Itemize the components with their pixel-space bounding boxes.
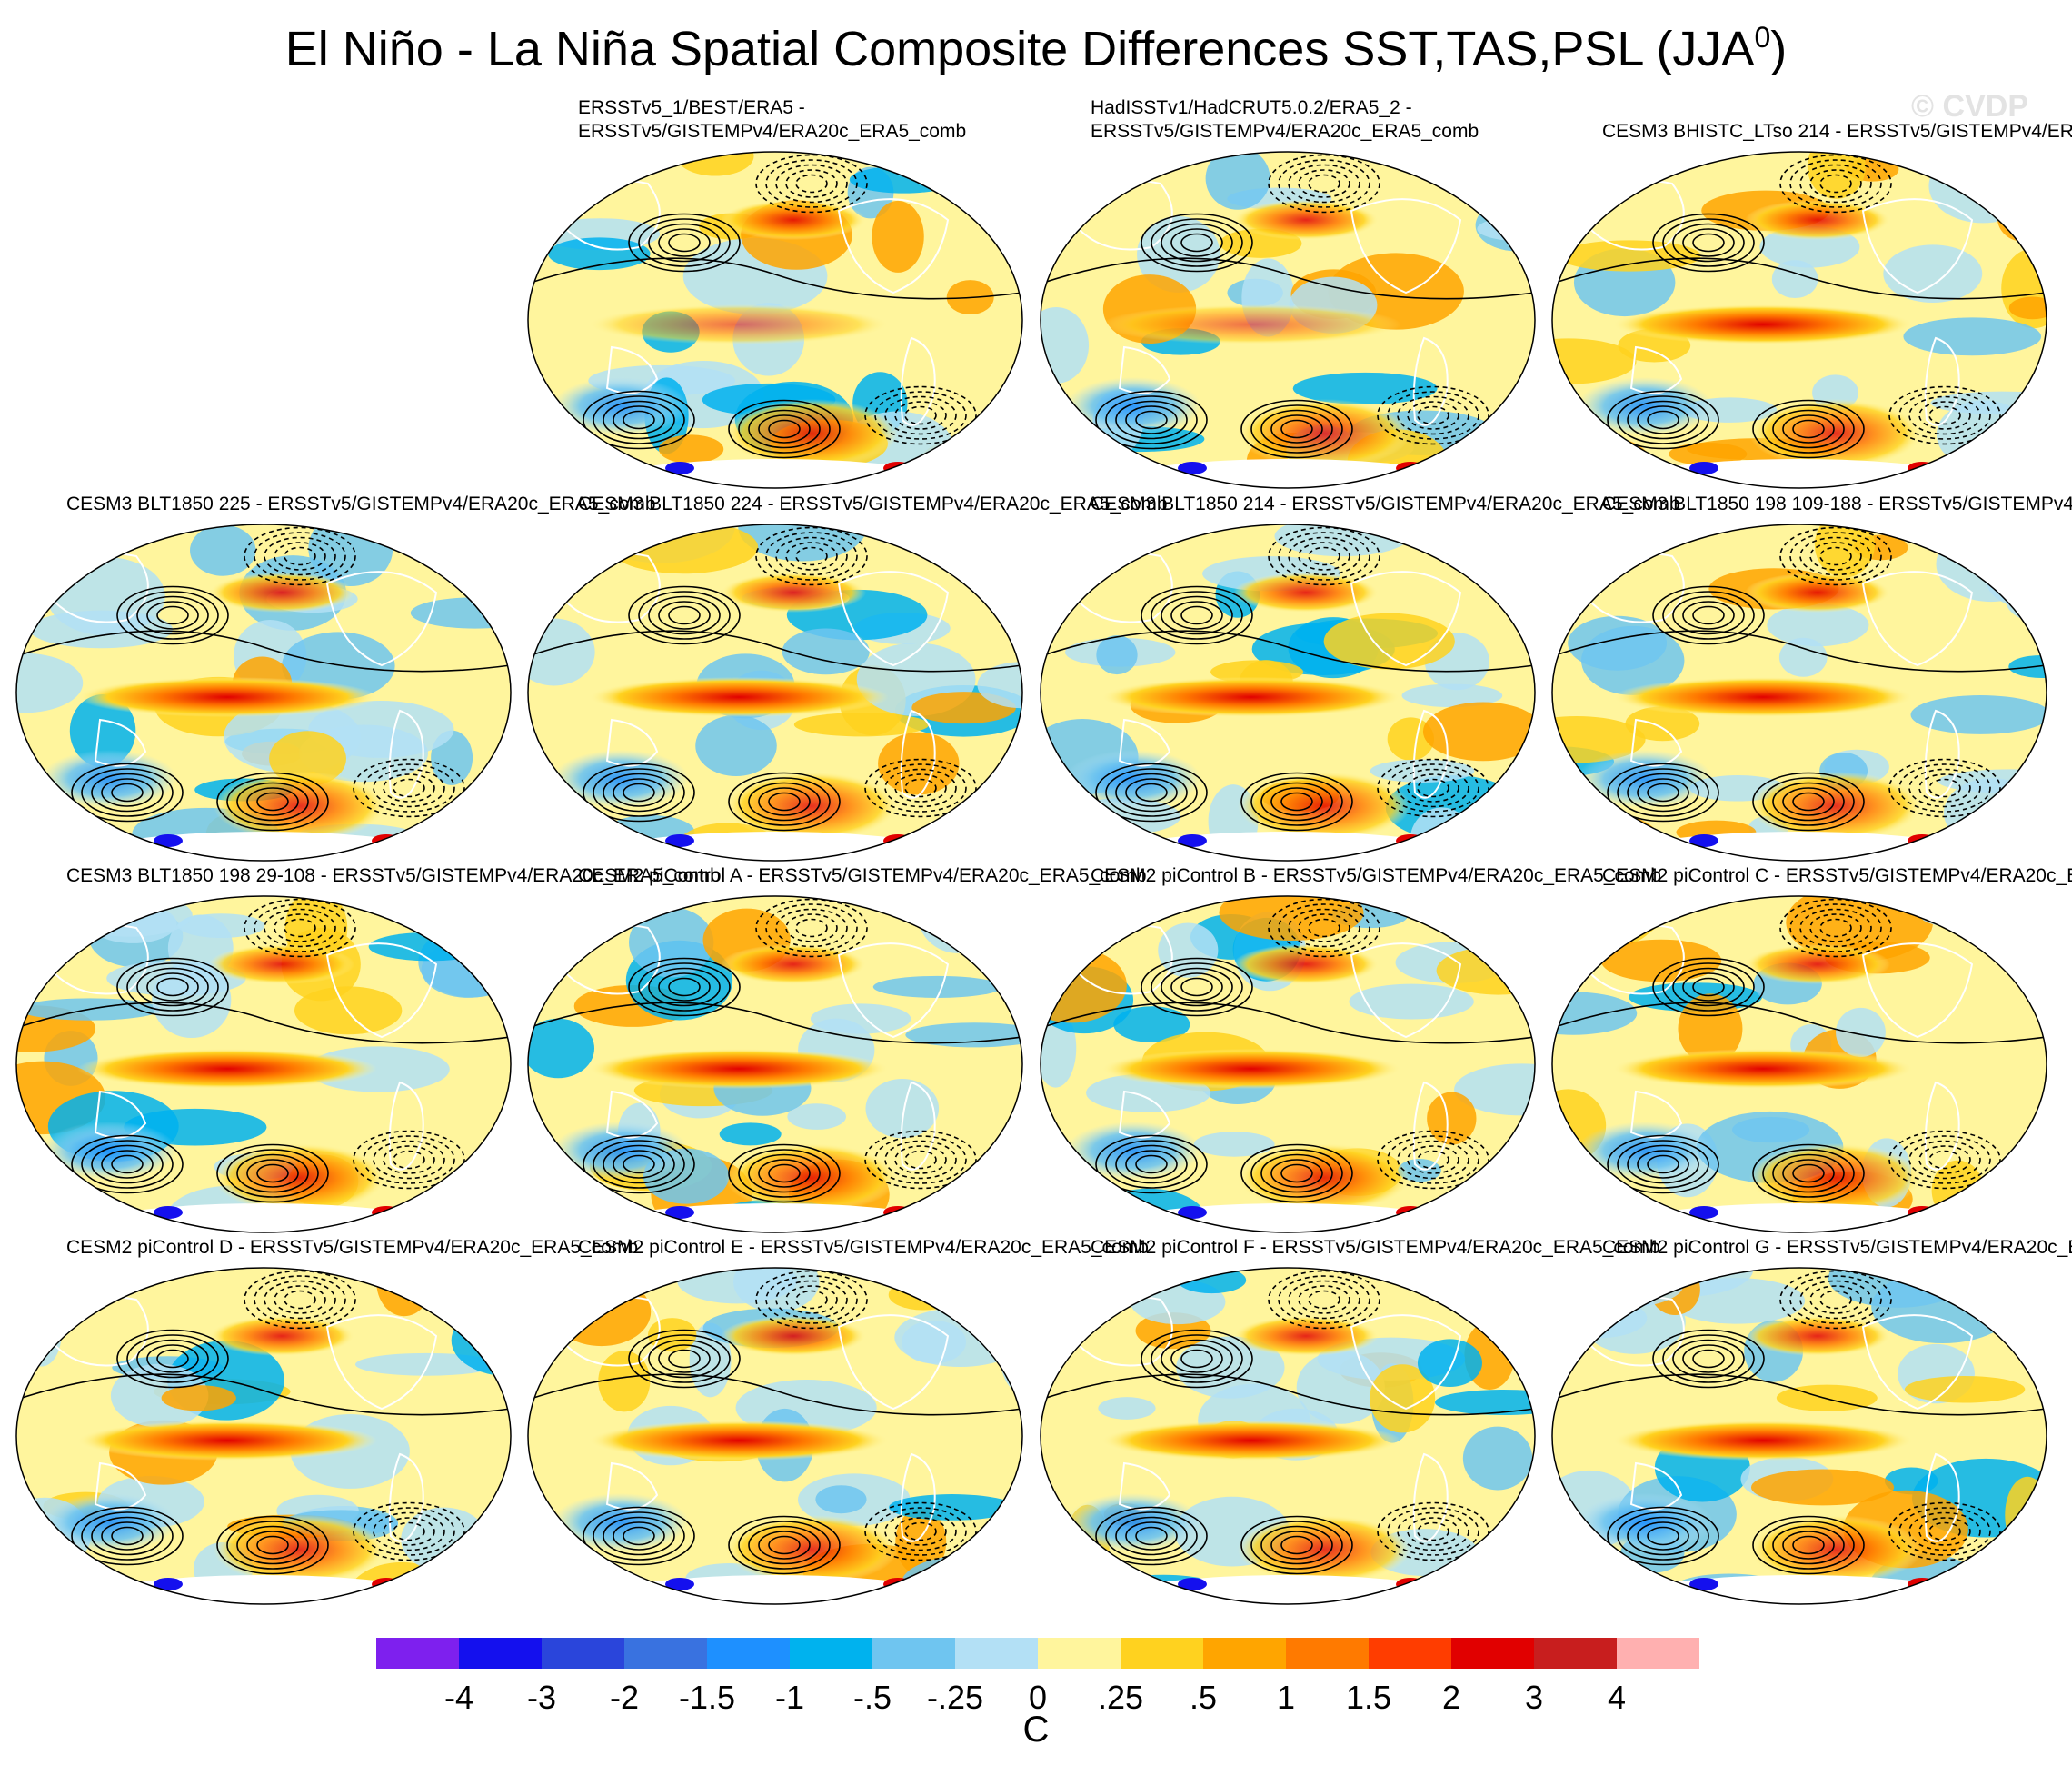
map-field: [1041, 896, 1535, 1232]
colorbar-tick-label: 1.5: [1346, 1679, 1391, 1716]
map-boundary: [1551, 1267, 2047, 1605]
colorbar-tick-label: 0: [1029, 1679, 1047, 1716]
map-panel: CESM2 piControl C - ERSSTv5/GISTEMPv4/ER…: [1551, 865, 2072, 1233]
colorbar-box: [624, 1638, 707, 1669]
panel-title: CESM2 piControl B - ERSSTv5/GISTEMPv4/ER…: [1091, 865, 1661, 886]
colorbar-box: [459, 1638, 542, 1669]
panel-title: HadISSTv1/HadCRUT5.0.2/ERA5_2 -: [1091, 97, 1412, 118]
map-boundary: [1551, 524, 2047, 862]
colorbar-box: [790, 1638, 872, 1669]
colorbar-box: [1617, 1638, 1699, 1669]
panel-title: CESM3 BLT1850 198 109-188 - ERSSTv5/GIST…: [1602, 494, 2072, 514]
colorbar-box: [707, 1638, 790, 1669]
map-boundary: [15, 895, 512, 1233]
colorbar-tick-label: 4: [1608, 1679, 1626, 1716]
map-boundary: [527, 151, 1023, 489]
map-panel: CESM3 BHISTC_LTso 214 - ERSSTv5/GISTEMPv…: [1551, 121, 2072, 489]
map-panel: CESM2 piControl G - ERSSTv5/GISTEMPv4/ER…: [1551, 1237, 2072, 1605]
map-field: [1552, 896, 2047, 1232]
panel-title: CESM3 BHISTC_LTso 214 - ERSSTv5/GISTEMPv…: [1602, 121, 2072, 142]
map-boundary: [1551, 895, 2047, 1233]
colorbar-tick-label: -2: [610, 1679, 639, 1716]
colorbar-box: [1203, 1638, 1286, 1669]
colorbar-tick-label: 1: [1277, 1679, 1295, 1716]
colorbar-box: [542, 1638, 624, 1669]
map-field: [1552, 1268, 2047, 1604]
panel-title: CESM2 piControl D - ERSSTv5/GISTEMPv4/ER…: [66, 1237, 638, 1258]
figure-title: El Niño - La Niña Spatial Composite Diff…: [285, 21, 1787, 76]
panel-title: ERSSTv5_1/BEST/ERA5 -: [578, 97, 805, 118]
panel-title: CESM3 BLT1850 198 29-108 - ERSSTv5/GISTE…: [66, 865, 721, 886]
colorbar-unit-label: C: [1023, 1710, 1050, 1750]
colorbar-tick-labels: -4 -3 -2 -1.5 -1 -.5 -.25 0 .25 .5 1 1.5 2 3 4: [444, 1679, 1626, 1716]
panel-title: CESM3 BLT1850 225 - ERSSTv5/GISTEMPv4/ER…: [66, 494, 656, 514]
panel-title: CESM3 BLT1850 214 - ERSSTv5/GISTEMPv4/ER…: [1091, 494, 1680, 514]
map-boundary: [15, 1267, 512, 1605]
colorbar-tick-label: 3: [1525, 1679, 1543, 1716]
map-field: [16, 524, 511, 861]
colorbar: -4 -3 -2 -1.5 -1 -.5 -.25 0 .25 .5 1 1.5 2 3 4 C: [376, 1638, 1699, 1750]
colorbar-boxes: [376, 1638, 1699, 1669]
map-boundary: [527, 524, 1023, 862]
map-panel: CESM3 BLT1850 198 29-108 - ERSSTv5/GISTE…: [15, 865, 721, 1233]
map-boundary: [527, 895, 1023, 1233]
map-panel: CESM2 piControl E - ERSSTv5/GISTEMPv4/ER…: [527, 1237, 1149, 1605]
panel-title: CESM2 piControl C - ERSSTv5/GISTEMPv4/ER…: [1602, 865, 2072, 886]
map-field: [1552, 152, 2047, 488]
map-boundary: [1040, 1267, 1536, 1605]
colorbar-tick-label: -1: [775, 1679, 804, 1716]
colorbar-box: [955, 1638, 1038, 1669]
map-panels: ERSSTv5_1/BEST/ERA5 - ERSSTv5/GISTEMPv4/E…: [15, 97, 2072, 1605]
map-field: [1041, 152, 1535, 488]
panel-title: CESM2 piControl G - ERSSTv5/GISTEMPv4/ER…: [1602, 1237, 2072, 1258]
map-field: [1041, 524, 1535, 861]
map-panel: CESM3 BLT1850 198 109-188 - ERSSTv5/GIST…: [1551, 494, 2072, 862]
map-field: [16, 896, 511, 1232]
cvdp-watermark: © CVDP: [1911, 89, 2028, 124]
colorbar-tick-label: -4: [444, 1679, 473, 1716]
colorbar-box: [1534, 1638, 1617, 1669]
map-boundary: [1551, 151, 2047, 489]
map-boundary: [527, 1267, 1023, 1605]
map-boundary: [1040, 151, 1536, 489]
colorbar-tick-label: .25: [1098, 1679, 1143, 1716]
map-panel: CESM3 BLT1850 225 - ERSSTv5/GISTEMPv4/ER…: [15, 494, 656, 862]
map-field: [528, 1268, 1022, 1604]
colorbar-box: [1121, 1638, 1203, 1669]
panel-title: ERSSTv5/GISTEMPv4/ERA20c_ERA5_comb: [578, 121, 966, 142]
colorbar-box: [1369, 1638, 1451, 1669]
map-field: [528, 152, 1022, 488]
panel-title: CESM2 piControl F - ERSSTv5/GISTEMPv4/ER…: [1091, 1237, 1660, 1258]
map-panel: HadISSTv1/HadCRUT5.0.2/ERA5_2 - ERSSTv5/G…: [1040, 97, 1536, 489]
map-field: [528, 896, 1022, 1232]
map-field: [1041, 1268, 1535, 1604]
colorbar-box: [1038, 1638, 1121, 1669]
colorbar-tick-label: -.25: [927, 1679, 983, 1716]
map-panel: ERSSTv5_1/BEST/ERA5 - ERSSTv5/GISTEMPv4/E…: [527, 97, 1023, 489]
panel-title: CESM3 BLT1850 224 - ERSSTv5/GISTEMPv4/ER…: [578, 494, 1168, 514]
map-field: [16, 1268, 511, 1604]
colorbar-tick-label: -1.5: [679, 1679, 735, 1716]
colorbar-tick-label: -3: [527, 1679, 556, 1716]
colorbar-tick-label: .5: [1190, 1679, 1217, 1716]
panel-title: CESM2 piControl A - ERSSTv5/GISTEMPv4/ER…: [578, 865, 1147, 886]
colorbar-box: [1451, 1638, 1534, 1669]
colorbar-box: [376, 1638, 459, 1669]
map-boundary: [15, 524, 512, 862]
colorbar-tick-label: -.5: [853, 1679, 892, 1716]
map-field: [1552, 524, 2047, 861]
colorbar-box: [1286, 1638, 1369, 1669]
map-boundary: [1040, 895, 1536, 1233]
map-boundary: [1040, 524, 1536, 862]
panel-title: ERSSTv5/GISTEMPv4/ERA20c_ERA5_comb: [1091, 121, 1479, 142]
colorbar-box: [872, 1638, 955, 1669]
colorbar-tick-label: 2: [1442, 1679, 1460, 1716]
panel-title: CESM2 piControl E - ERSSTv5/GISTEMPv4/ER…: [578, 1237, 1149, 1258]
map-field: [528, 524, 1022, 861]
